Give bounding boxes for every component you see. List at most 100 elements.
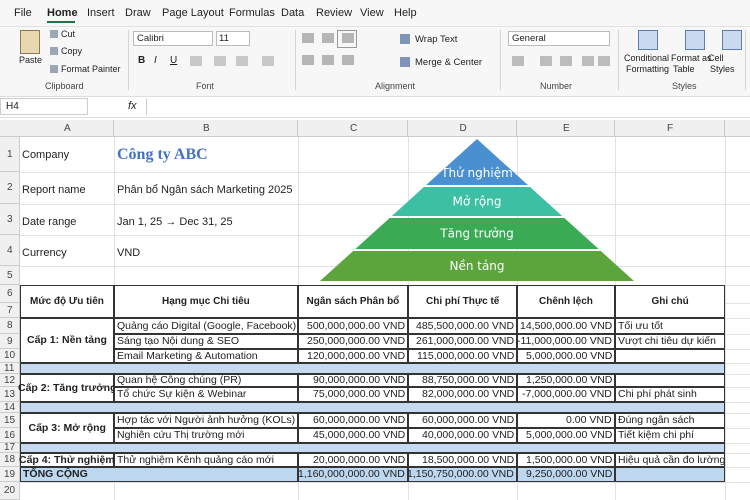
- row-header[interactable]: [0, 413, 20, 428]
- budget-cell[interactable]: [298, 374, 408, 387]
- variance-cell[interactable]: [517, 413, 615, 428]
- expense-item-cell[interactable]: [114, 318, 298, 334]
- actual-cell[interactable]: [408, 318, 517, 334]
- row-header[interactable]: [0, 285, 20, 303]
- variance-cell[interactable]: [517, 387, 615, 402]
- priority-level-cell[interactable]: [20, 413, 114, 443]
- row-header[interactable]: [0, 334, 20, 349]
- budget-cell[interactable]: [298, 453, 408, 467]
- budget-cell[interactable]: [298, 428, 408, 443]
- row-header[interactable]: [0, 303, 20, 318]
- menu-tab[interactable]: Insert: [87, 7, 115, 19]
- style-icon[interactable]: [638, 30, 658, 50]
- actual-cell[interactable]: [408, 413, 517, 428]
- row-header[interactable]: [0, 266, 20, 285]
- priority-level-cell[interactable]: [20, 374, 114, 402]
- total-value-cell[interactable]: [408, 467, 517, 482]
- style-button[interactable]: Formatting: [626, 64, 670, 74]
- actual-cell[interactable]: [408, 334, 517, 349]
- note-cell[interactable]: [615, 413, 725, 428]
- table-header-cell[interactable]: [517, 285, 615, 318]
- menu-tab[interactable]: View: [360, 7, 384, 19]
- budget-cell[interactable]: [298, 334, 408, 349]
- budget-cell[interactable]: [298, 387, 408, 402]
- expense-item-cell[interactable]: [114, 453, 298, 467]
- expense-item-cell[interactable]: [114, 428, 298, 443]
- font-name-box[interactable]: [133, 31, 213, 46]
- style-button[interactable]: Format as: [671, 53, 712, 63]
- number-format-box[interactable]: [508, 31, 610, 46]
- row-header[interactable]: [0, 428, 20, 443]
- font-size-box[interactable]: [216, 31, 250, 46]
- budget-cell[interactable]: [298, 349, 408, 363]
- number-format[interactable]: General: [512, 33, 546, 44]
- budget-cell[interactable]: [298, 413, 408, 428]
- separator-cell[interactable]: [20, 402, 725, 413]
- separator-cell[interactable]: [20, 443, 725, 453]
- cut-button[interactable]: Cut: [61, 29, 76, 39]
- table-header-cell[interactable]: [615, 285, 725, 318]
- row-header[interactable]: [0, 172, 20, 204]
- font-button[interactable]: U: [170, 55, 178, 66]
- style-button[interactable]: Styles: [710, 64, 735, 74]
- variance-cell[interactable]: [517, 318, 615, 334]
- table-header-cell[interactable]: [298, 285, 408, 318]
- priority-level-cell[interactable]: [20, 453, 114, 467]
- font-size[interactable]: 11: [219, 33, 229, 44]
- format-painter-button[interactable]: Format Painter: [61, 64, 121, 74]
- style-button[interactable]: Table: [673, 64, 695, 74]
- copy-button[interactable]: Copy: [61, 46, 83, 56]
- menu-tab[interactable]: Home: [47, 7, 78, 19]
- row-header[interactable]: [0, 467, 20, 482]
- variance-cell[interactable]: [517, 428, 615, 443]
- column-header[interactable]: [20, 120, 114, 137]
- menu-tab[interactable]: Page Layout: [162, 7, 224, 19]
- total-blank-cell[interactable]: [615, 467, 725, 482]
- paste-icon[interactable]: [20, 30, 40, 54]
- actual-cell[interactable]: [408, 387, 517, 402]
- total-value-cell[interactable]: [298, 467, 408, 482]
- actual-cell[interactable]: [408, 428, 517, 443]
- variance-cell[interactable]: [517, 334, 615, 349]
- variance-cell[interactable]: [517, 349, 615, 363]
- table-header-cell[interactable]: [20, 285, 114, 318]
- row-header[interactable]: [0, 363, 20, 374]
- expense-item-cell[interactable]: [114, 374, 298, 387]
- note-cell[interactable]: [615, 374, 725, 387]
- total-label-cell[interactable]: [20, 467, 298, 482]
- menu-tab[interactable]: Help: [394, 7, 417, 19]
- budget-cell[interactable]: [298, 318, 408, 334]
- row-header[interactable]: [0, 204, 20, 235]
- note-cell[interactable]: [615, 334, 725, 349]
- actual-cell[interactable]: [408, 453, 517, 467]
- expense-item-cell[interactable]: [114, 334, 298, 349]
- total-value-cell[interactable]: [517, 467, 615, 482]
- menu-tab[interactable]: File: [14, 7, 32, 19]
- row-header[interactable]: [0, 374, 20, 387]
- row-header[interactable]: [0, 318, 20, 334]
- variance-cell[interactable]: [517, 453, 615, 467]
- column-header[interactable]: [615, 120, 725, 137]
- column-header[interactable]: [114, 120, 298, 137]
- paste-button[interactable]: Paste: [19, 55, 43, 65]
- note-cell[interactable]: [615, 318, 725, 334]
- style-button[interactable]: Cell: [708, 53, 724, 63]
- row-header[interactable]: [0, 387, 20, 402]
- formula-input[interactable]: [146, 98, 750, 115]
- wrap-text-button[interactable]: Wrap Text: [415, 34, 458, 45]
- menu-tab[interactable]: Review: [316, 7, 353, 19]
- column-header[interactable]: [298, 120, 408, 137]
- font-button[interactable]: I: [154, 55, 157, 66]
- menu-tab[interactable]: Data: [281, 7, 305, 19]
- note-cell[interactable]: [615, 428, 725, 443]
- table-header-cell[interactable]: [408, 285, 517, 318]
- menu-tab[interactable]: Draw: [125, 7, 151, 19]
- style-icon[interactable]: [685, 30, 705, 50]
- note-cell[interactable]: [615, 349, 725, 363]
- column-header[interactable]: [408, 120, 517, 137]
- name-box[interactable]: [0, 98, 88, 115]
- row-header[interactable]: [0, 443, 20, 453]
- row-header[interactable]: [0, 137, 20, 172]
- actual-cell[interactable]: [408, 374, 517, 387]
- row-header[interactable]: [0, 453, 20, 467]
